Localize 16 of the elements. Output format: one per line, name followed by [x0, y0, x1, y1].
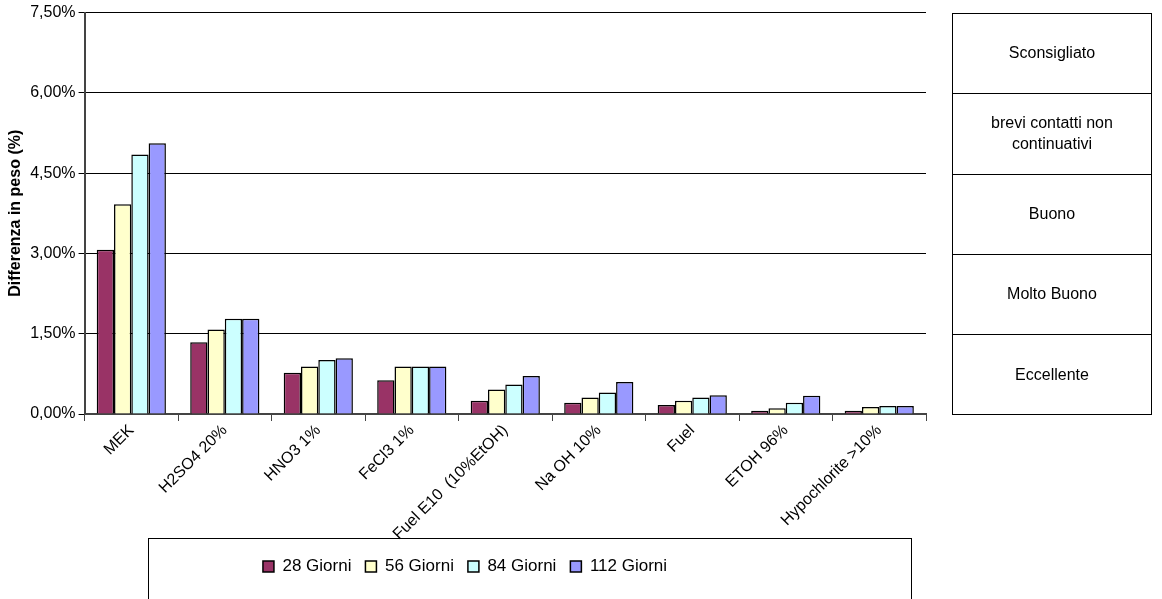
text: brevi contatti non continuativi	[953, 94, 1151, 175]
text: Molto Buono	[953, 255, 1151, 336]
y-tick-label: 1,50%	[30, 324, 76, 342]
y-tick-label: 7,50%	[30, 3, 76, 21]
y-tick-label: 6,00%	[30, 83, 76, 101]
legend-label: 112 Giorni	[589, 556, 668, 576]
y-axis-title: Differenza in peso (%)	[6, 129, 24, 297]
text: Buono	[953, 174, 1151, 255]
y-tick-label: 3,00%	[30, 243, 76, 261]
legend-label: 56 Giorni	[384, 556, 454, 576]
y-tick-label: 0,00%	[30, 404, 76, 422]
legend-label: 84 Giorni	[487, 556, 557, 576]
text: Sconsigliato	[953, 13, 1151, 95]
text: Eccellente	[1014, 365, 1090, 386]
y-tick-label: 4,50%	[30, 163, 76, 181]
legend-label: 28 Giorni	[282, 556, 352, 576]
